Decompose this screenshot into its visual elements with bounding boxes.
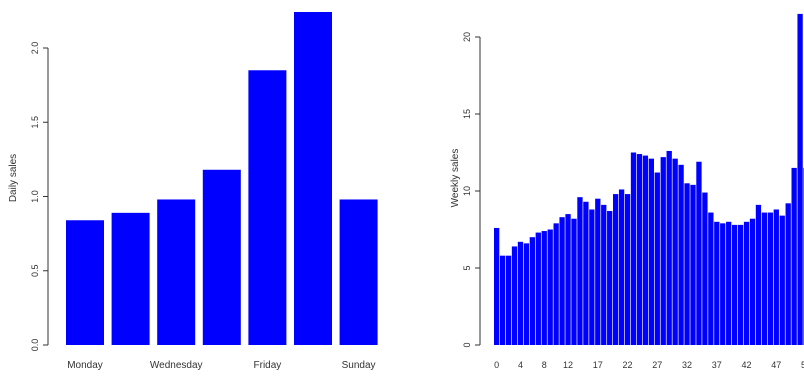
- weekly-sales-bar: [779, 215, 785, 345]
- weekly-sales-bar: [767, 212, 773, 345]
- weekly-sales-bar: [547, 229, 553, 345]
- weekly-sales-bar: [773, 209, 779, 345]
- weekly-sales-bar: [708, 212, 714, 345]
- weekly-sales-ytick-label: 20: [462, 32, 472, 42]
- weekly-sales-xtick-label: 27: [652, 360, 662, 370]
- weekly-sales-xtick-label: 52: [801, 360, 804, 370]
- weekly-sales-bar: [517, 241, 524, 345]
- weekly-sales-bar: [529, 237, 535, 345]
- weekly-sales-bar: [791, 167, 797, 345]
- weekly-sales-bar: [535, 232, 541, 345]
- daily-sales-xtick-label: Sunday: [342, 360, 376, 371]
- weekly-sales-xtick-label: 47: [771, 360, 781, 370]
- weekly-sales-ytick-label: 0: [462, 342, 472, 347]
- daily-sales-bar: [157, 199, 196, 345]
- weekly-sales-chart: 0 5 10 15 20 0 4 8 12 17 22 27 32 37 42 47 52: [462, 13, 804, 370]
- daily-sales-xtick-label: Friday: [254, 360, 282, 371]
- daily-sales-ytick-label: 0.0: [30, 339, 40, 352]
- weekly-sales-bar: [607, 211, 613, 345]
- weekly-sales-bar: [726, 221, 732, 345]
- weekly-sales-xtick-label: 37: [712, 360, 722, 370]
- daily-sales-xtick-label: Wednesday: [150, 360, 203, 371]
- weekly-sales-bar: [589, 209, 595, 345]
- weekly-sales-bar: [499, 255, 506, 345]
- weekly-sales-bar: [494, 227, 500, 345]
- weekly-sales-bar: [642, 155, 649, 345]
- weekly-sales-bar: [720, 223, 726, 345]
- weekly-sales-bar: [505, 255, 512, 345]
- weekly-sales-bar: [732, 224, 738, 345]
- weekly-sales-xtick-label: 0: [494, 360, 499, 370]
- weekly-sales-bar: [630, 152, 637, 345]
- weekly-sales-bar: [785, 203, 791, 345]
- weekly-sales-bar: [761, 212, 768, 345]
- weekly-sales-xtick-label: 17: [593, 360, 603, 370]
- daily-sales-bar: [66, 220, 104, 345]
- weekly-sales-bar: [696, 161, 702, 345]
- daily-sales-bar: [248, 70, 287, 346]
- weekly-sales-bar: [690, 184, 696, 345]
- weekly-sales-bar: [702, 192, 708, 345]
- weekly-sales-bar: [624, 194, 631, 345]
- daily-sales-ytick-label: 2.0: [30, 42, 40, 55]
- daily-sales-bar: [202, 169, 241, 345]
- weekly-sales-bar: [595, 198, 601, 345]
- daily-sales-xtick-label: Monday: [67, 360, 103, 371]
- weekly-sales-bar: [583, 201, 589, 345]
- weekly-sales-bar: [553, 223, 559, 345]
- weekly-sales-bar: [613, 194, 619, 345]
- weekly-sales-bar: [601, 204, 607, 345]
- weekly-sales-bar: [797, 13, 803, 346]
- weekly-sales-bar: [672, 158, 678, 345]
- weekly-sales-bar: [660, 157, 666, 345]
- daily-sales-bar: [111, 212, 150, 345]
- weekly-sales-bar: [618, 189, 625, 345]
- weekly-sales-ytick-label: 15: [462, 109, 472, 119]
- weekly-sales-xtick-label: 12: [563, 360, 573, 370]
- weekly-sales-bar: [755, 204, 762, 345]
- daily-sales-ylabel: Daily sales: [8, 154, 19, 202]
- weekly-sales-bar: [749, 218, 756, 345]
- weekly-sales-bar: [511, 246, 518, 345]
- weekly-sales-xtick-label: 4: [518, 360, 523, 370]
- daily-sales-bar: [294, 12, 332, 345]
- weekly-sales-ytick-label: 5: [462, 265, 472, 270]
- weekly-sales-bar: [565, 214, 571, 345]
- weekly-sales-bar: [541, 231, 547, 345]
- weekly-sales-xtick-label: 22: [623, 360, 633, 370]
- weekly-sales-bar: [577, 197, 583, 345]
- daily-sales-ytick-label: 0.5: [30, 264, 40, 277]
- daily-sales-chart: 0.0 0.5 1.0 1.5 2.0 Monday Wednesday Friday Sund…: [30, 12, 378, 371]
- weekly-sales-ytick-label: 10: [462, 186, 472, 196]
- weekly-sales-xtick-label: 32: [682, 360, 692, 370]
- weekly-sales-bar: [654, 172, 660, 345]
- weekly-sales-ylabel: Weekly sales: [450, 149, 461, 208]
- weekly-sales-bar: [737, 224, 744, 345]
- weekly-sales-xtick-label: 8: [542, 360, 547, 370]
- weekly-sales-bar: [666, 150, 672, 345]
- weekly-sales-bar: [714, 221, 720, 345]
- weekly-sales-xtick-label: 42: [742, 360, 752, 370]
- weekly-sales-bar: [559, 217, 565, 345]
- weekly-sales-bar: [684, 183, 690, 345]
- weekly-sales-bar: [678, 164, 684, 345]
- weekly-sales-bar: [636, 154, 643, 345]
- weekly-sales-bar: [571, 218, 577, 345]
- weekly-sales-bar: [523, 243, 530, 345]
- weekly-sales-bar: [743, 221, 750, 345]
- weekly-sales-bar: [648, 158, 654, 345]
- daily-sales-bar: [339, 199, 378, 345]
- daily-sales-ytick-label: 1.5: [30, 116, 40, 129]
- daily-sales-ytick-label: 1.0: [30, 190, 40, 203]
